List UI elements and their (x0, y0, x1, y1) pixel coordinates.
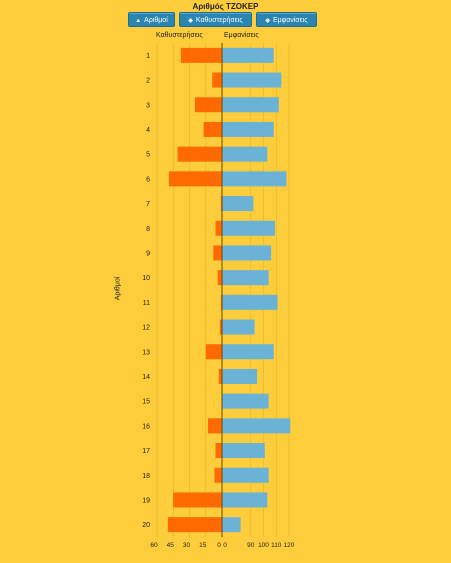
appearance-bar (222, 393, 269, 409)
category-label: 5 (146, 152, 150, 159)
category-label: 3 (146, 102, 150, 109)
appearance-bar (222, 467, 269, 483)
delay-bar (177, 146, 222, 162)
category-label: 16 (142, 423, 150, 430)
x-tick-label: 0 (217, 542, 221, 549)
category-label: 14 (142, 374, 150, 381)
x-tick-label: 45 (167, 542, 175, 549)
appearances-column-header: Εμφανίσεις (224, 32, 259, 39)
delay-bar (203, 121, 222, 137)
sort-up-icon: ▲ (135, 18, 142, 24)
category-label: 12 (142, 325, 150, 332)
x-tick-label: 15 (199, 542, 207, 549)
category-label: 15 (142, 399, 150, 406)
chart-title: Αριθμός ΤΖΟΚΕΡ (192, 2, 259, 11)
appearance-bar (222, 492, 268, 508)
appearance-bar (222, 171, 287, 187)
appearance-bar (222, 418, 291, 434)
category-label: 13 (142, 349, 150, 356)
appearance-bar (222, 97, 279, 113)
delay-bar (213, 245, 222, 261)
category-label: 4 (146, 127, 150, 134)
category-label: 9 (146, 250, 150, 257)
sort-numbers-button[interactable]: ▲ Αριθμοί (128, 12, 175, 27)
x-tick-label: 110 (271, 542, 282, 549)
delay-bar (220, 196, 222, 212)
category-label: 1 (146, 53, 150, 60)
delay-bar (219, 319, 222, 335)
category-label: 2 (146, 78, 150, 85)
delays-column-header: Καθυστερήσεις (156, 32, 203, 39)
category-label: 19 (142, 497, 150, 504)
delay-bar (205, 344, 222, 360)
appearance-bar (222, 121, 274, 137)
sort-delays-label: Καθυστερήσεις (195, 17, 243, 24)
category-label: 17 (142, 448, 150, 455)
appearance-bar (222, 443, 265, 459)
delay-bar (215, 443, 222, 459)
delay-bar (215, 220, 222, 236)
appearance-bar (222, 270, 269, 286)
x-tick-label: 0 (223, 542, 227, 549)
x-tick-label: 120 (284, 542, 295, 549)
appearance-bar (222, 220, 275, 236)
category-label: 6 (146, 176, 150, 183)
appearance-bar (222, 146, 268, 162)
delay-bar (220, 294, 222, 310)
sort-appearances-button[interactable]: ◆ Εμφανίσεις (256, 12, 317, 27)
category-label: 20 (142, 522, 150, 529)
delay-bar (180, 47, 222, 63)
delay-bar (194, 97, 222, 113)
category-label: 10 (142, 275, 150, 282)
x-tick-label: 30 (183, 542, 191, 549)
appearance-bar (222, 344, 274, 360)
delay-bar (207, 418, 222, 434)
x-tick-label: 100 (258, 542, 269, 549)
x-tick-label: 90 (247, 542, 255, 549)
sort-icon: ◆ (265, 18, 270, 24)
sort-numbers-label: Αριθμοί (144, 17, 168, 24)
delay-bar (214, 467, 222, 483)
appearance-bar (222, 294, 278, 310)
category-label: 8 (146, 226, 150, 233)
delay-bar (212, 72, 222, 88)
delay-bar (218, 368, 222, 384)
appearance-bar (222, 517, 241, 533)
appearance-bar (222, 368, 258, 384)
category-label: 18 (142, 473, 150, 480)
delay-bar (168, 171, 222, 187)
category-label: 11 (143, 300, 150, 307)
appearance-bar (222, 196, 254, 212)
appearance-bar (222, 319, 255, 335)
sort-delays-button[interactable]: ◆ Καθυστερήσεις (179, 12, 252, 27)
sort-icon: ◆ (188, 18, 193, 24)
appearance-bar (222, 72, 282, 88)
delay-bar (167, 517, 222, 533)
sort-appearances-label: Εμφανίσεις (272, 17, 308, 24)
x-tick-label: 60 (150, 542, 158, 549)
delay-bar (173, 492, 222, 508)
delay-bar (217, 270, 222, 286)
appearance-bar (222, 245, 272, 261)
appearance-bar (222, 47, 274, 63)
category-label: 7 (146, 201, 150, 208)
